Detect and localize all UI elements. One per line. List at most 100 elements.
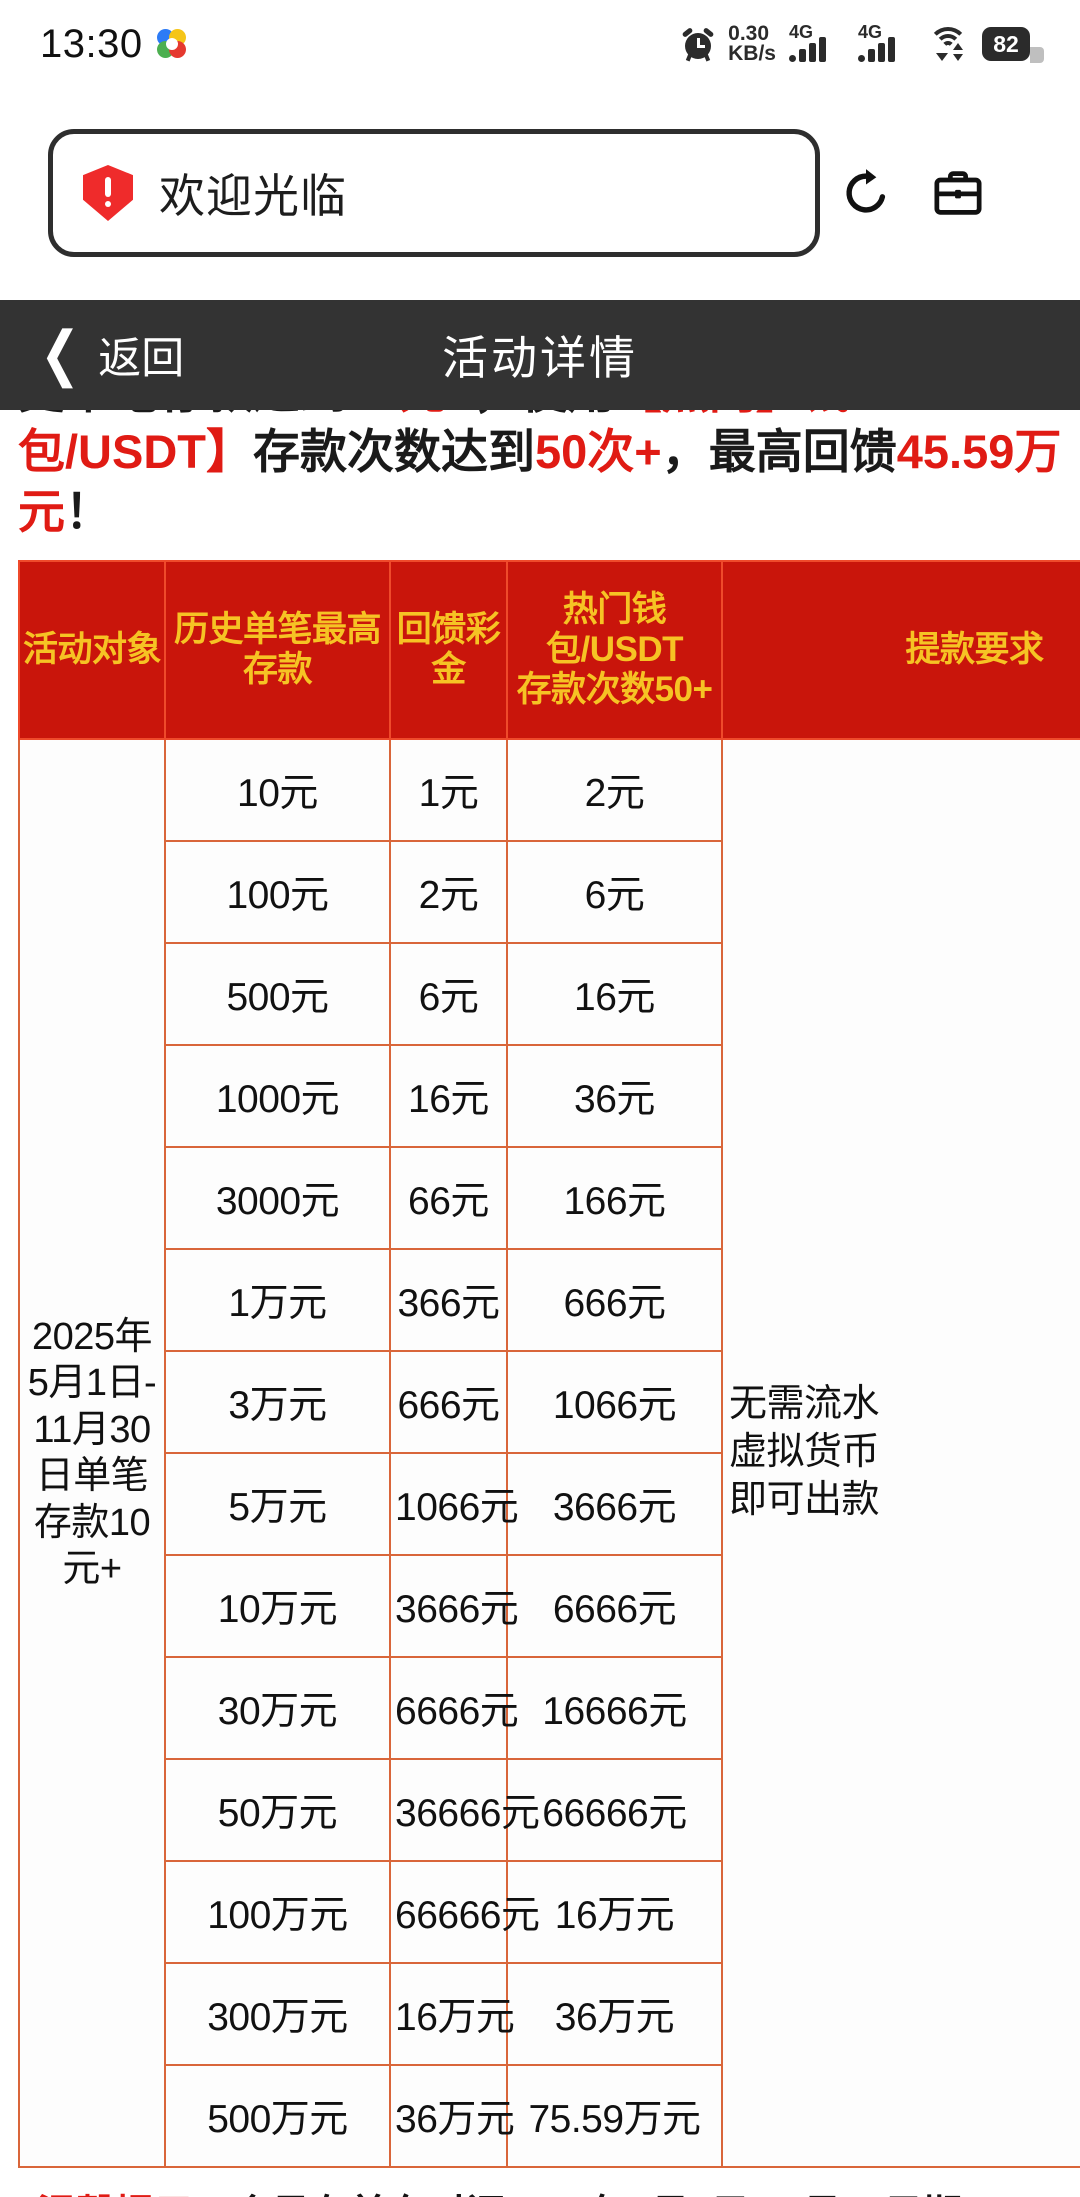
table-cell-usdt: 1066元 <box>506 1350 723 1455</box>
network-speed: 0.30 KB/s <box>728 23 776 65</box>
table-cell-deposit: 500元 <box>164 942 391 1047</box>
table-cell-bonus: 66666元 <box>389 1860 540 1965</box>
table-header-usdt: 热门钱包/USDT 存款次数50+ <box>506 560 723 741</box>
status-bar-left: 13:30 <box>40 22 187 67</box>
table-cell-usdt: 36万元 <box>506 1962 723 2067</box>
address-bar-text: 欢迎光临 <box>159 170 347 222</box>
table-cell-bonus: 1元 <box>389 738 508 843</box>
promo-line1-mid: ，使用 <box>474 410 615 418</box>
table-header-row: 活动对象 历史单笔最高存款 回馈彩金 热门钱包/USDT 存款次数50+ 提款要… <box>18 560 1080 741</box>
promo-line1-prefix: 史单笔存款达到 <box>18 410 347 418</box>
table-cell-deposit: 1000元 <box>164 1044 391 1149</box>
table-row: 3000元 66元 166元 <box>19 1146 1080 1251</box>
table-cell-usdt: 2元 <box>506 738 723 843</box>
wifi-icon <box>927 27 969 61</box>
table-cell-usdt: 66666元 <box>506 1758 723 1863</box>
heart-icon: ♥ <box>14 2193 38 2197</box>
page-nav-header: ❮ 返回 活动详情 <box>0 300 1080 410</box>
table-cell-deposit: 30万元 <box>164 1656 391 1761</box>
address-bar[interactable]: 欢迎光临 <box>48 129 820 257</box>
promo-headline: 史单笔存款达到10元+，使用【热门】钱包/USDT】存款次数达到50次+，最高回… <box>0 410 1080 542</box>
promo-line2-amount: 45.59 <box>896 425 1015 479</box>
table-row: 300万元 16万元 36万元 <box>19 1962 1080 2067</box>
table-row: 500万元 36万元 75.59万元 <box>19 2064 1080 2169</box>
promo-line2-tag: 包/USDT】 <box>18 425 253 479</box>
tools-button[interactable] <box>912 147 1004 239</box>
table-cell-bonus: 3666元 <box>389 1554 519 1659</box>
table-cell-withdraw-note: 无需流水虚拟货币即可出款 <box>721 738 1080 2169</box>
table-cell-bonus: 66元 <box>389 1146 508 1251</box>
table-cell-bonus: 36万元 <box>389 2064 515 2169</box>
promo-line1-tag: 【热门】钱 <box>615 410 850 418</box>
table-row: 30万元 6666元 16666元 <box>19 1656 1080 1761</box>
signal-icon-sim1: 4G <box>789 22 845 62</box>
table-row: 1000元 16元 36元 <box>19 1044 1080 1149</box>
status-bar-right: 0.30 KB/s 4G 4G 82 <box>681 22 1044 65</box>
table-row: 1万元 366元 666元 <box>19 1248 1080 1353</box>
table-cell-usdt: 166元 <box>506 1146 723 1251</box>
promo-line3-suffix: ！ <box>65 485 112 539</box>
table-cell-usdt: 36元 <box>506 1044 723 1149</box>
table-header-withdraw: 提款要求 <box>721 560 1080 741</box>
promo-table-wrapper: 活动对象 历史单笔最高存款 回馈彩金 热门钱包/USDT 存款次数50+ 提款要… <box>0 560 1080 2169</box>
table-row: 500元 6元 16元 <box>19 942 1080 1047</box>
status-bar: 13:30 0.30 KB/s 4G 4G <box>0 0 1080 88</box>
table-cell-bonus: 6元 <box>389 942 508 1047</box>
promo-line1-amount: 10元+ <box>347 410 474 418</box>
table-cell-deposit: 50万元 <box>164 1758 391 1863</box>
sim1-network-label: 4G <box>789 22 814 42</box>
chevron-left-icon: ❮ <box>40 321 81 388</box>
table-cell-bonus: 16万元 <box>389 1962 515 2067</box>
browser-toolbar: 欢迎光临 <box>0 88 1080 298</box>
table-cell-bonus: 16元 <box>389 1044 508 1149</box>
reward-table: 活动对象 历史单笔最高存款 回馈彩金 热门钱包/USDT 存款次数50+ 提款要… <box>18 560 1080 2169</box>
refresh-button[interactable] <box>820 147 912 239</box>
back-button-label: 返回 <box>98 335 185 383</box>
table-cell-bonus: 36666元 <box>389 1758 540 1863</box>
sim2-network-label: 4G <box>858 22 883 42</box>
app-logo-icon <box>156 29 187 59</box>
promo-line2-count: 50次+ <box>535 425 662 479</box>
table-row: 100万元 66666元 16万元 <box>19 1860 1080 1965</box>
table-header-bonus: 回馈彩金 <box>389 560 508 741</box>
table-cell-deposit: 10万元 <box>164 1554 391 1659</box>
table-cell-deposit: 3000元 <box>164 1146 391 1251</box>
refresh-icon <box>846 169 886 213</box>
table-cell-usdt: 3666元 <box>506 1452 723 1557</box>
table-row: 3万元 666元 1066元 <box>19 1350 1080 1455</box>
signal-icon-sim2: 4G <box>858 22 914 62</box>
table-row: 50万元 36666元 66666元 <box>19 1758 1080 1863</box>
table-header-max-deposit: 历史单笔最高存款 <box>164 560 391 741</box>
back-button[interactable]: ❮ 返回 <box>40 324 184 386</box>
network-speed-unit: KB/s <box>728 42 776 65</box>
page-content: 史单笔存款达到10元+，使用【热门】钱包/USDT】存款次数达到50次+，最高回… <box>0 410 1080 2197</box>
withdraw-note-line: 即可出款 <box>729 1479 880 1522</box>
battery-level: 82 <box>993 30 1019 57</box>
withdraw-note-line: 虚拟货币 <box>729 1431 880 1474</box>
footer-tip-label: 温馨提示： <box>37 2193 233 2197</box>
table-cell-deposit: 300万元 <box>164 1962 391 2067</box>
battery-icon: 82 <box>982 27 1044 63</box>
table-cell-deposit: 100万元 <box>164 1860 391 1965</box>
table-cell-usdt: 6元 <box>506 840 723 945</box>
alarm-icon <box>681 27 715 62</box>
table-row: 100元 2元 6元 <box>19 840 1080 945</box>
table-cell-usdt: 16元 <box>506 942 723 1047</box>
table-body: 2025年5月1日-11月30日单笔存款10元+ 10元 1元 2元 无需流水 虚拟货币即… <box>18 738 1080 2169</box>
table-cell-usdt: 6666元 <box>506 1554 723 1659</box>
table-cell-deposit: 500万元 <box>164 2064 391 2169</box>
table-cell-bonus: 6666元 <box>389 1656 519 1761</box>
table-cell-deposit: 10元 <box>164 738 391 843</box>
promo-line2-mid: 存款次数达到 <box>253 425 535 479</box>
footer-tip-text: 会员在美东时间2025年5月1日-11月30日期 <box>232 2193 963 2197</box>
table-cell-bonus: 366元 <box>389 1248 508 1353</box>
table-cell-usdt: 16万元 <box>506 1860 723 1965</box>
footer-tip: ♥温馨提示：会员在美东时间2025年5月1日-11月30日期 <box>0 2190 1080 2197</box>
warning-shield-icon <box>83 165 133 221</box>
table-cell-usdt: 666元 <box>506 1248 723 1353</box>
table-header-subject: 活动对象 <box>18 560 166 741</box>
promo-line3-amount: 万元 <box>18 425 1062 539</box>
table-row: 5万元 1066元 3666元 <box>19 1452 1080 1557</box>
withdraw-note-line: 无需流水 <box>729 1383 880 1426</box>
